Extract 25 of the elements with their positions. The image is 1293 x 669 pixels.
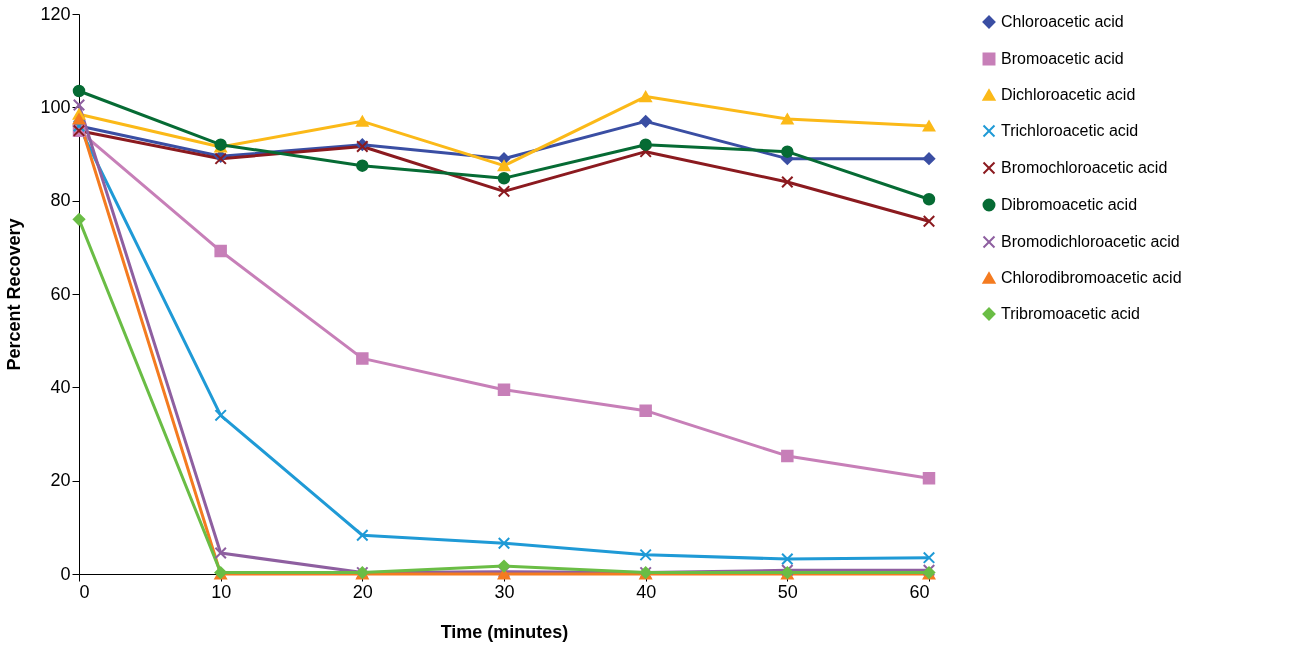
x-tick-label: 30 — [494, 581, 515, 602]
x-axis-title: Time (minutes) — [440, 621, 569, 642]
legend-label: Dichloroacetic acid — [1001, 86, 1136, 103]
x-tick-label: 20 — [352, 581, 373, 602]
x-tick-label: 60 — [909, 581, 930, 602]
y-tick-label: 80 — [50, 190, 71, 211]
legend-label: Bromochloroacetic acid — [1001, 159, 1168, 176]
y-tick-label: 40 — [50, 376, 71, 397]
x-tick-label: 0 — [79, 581, 90, 602]
legend-label: Trichloroacetic acid — [1001, 122, 1139, 139]
y-tick-label: 100 — [40, 96, 71, 117]
legend-label: Dibromoacetic acid — [1001, 196, 1138, 213]
y-tick-label: 20 — [50, 470, 71, 491]
y-tick-label: 0 — [60, 563, 71, 584]
y-tick-label: 120 — [40, 3, 71, 24]
y-axis-title: Percent Recovery — [4, 218, 25, 371]
legend-label: Chlorodibromoacetic acid — [1001, 269, 1182, 286]
legend-label: Bromodichloroacetic acid — [1001, 233, 1180, 250]
legend-label: Chloroacetic acid — [1001, 13, 1124, 30]
x-tick-label: 50 — [777, 581, 798, 602]
y-tick-label: 60 — [50, 283, 71, 304]
legend-label: Bromoacetic acid — [1001, 50, 1124, 67]
x-tick-label: 40 — [636, 581, 657, 602]
x-tick-label: 10 — [211, 581, 232, 602]
legend-label: Tribromoacetic acid — [1001, 305, 1141, 322]
